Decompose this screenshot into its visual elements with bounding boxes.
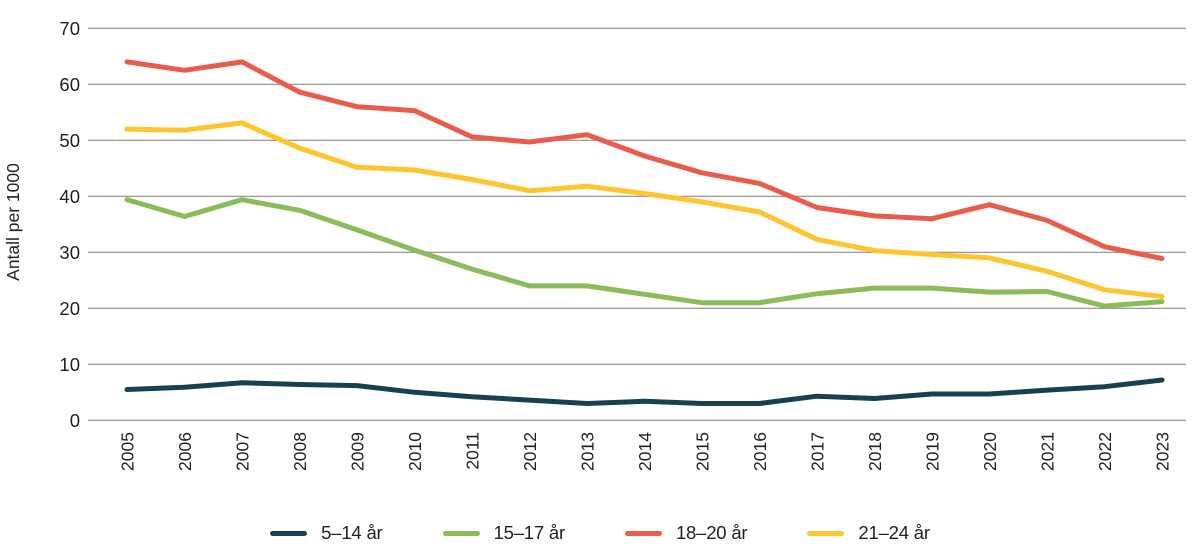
- x-tick-label: 2011: [463, 432, 483, 470]
- x-tick-label: 2013: [578, 432, 598, 471]
- x-tick-label: 2017: [808, 432, 828, 471]
- x-tick-label: 2008: [290, 432, 310, 471]
- series-line-1: [124, 197, 1165, 309]
- x-tick-label: 2021: [1038, 432, 1058, 471]
- series-line-0: [124, 377, 1165, 406]
- legend-swatch-icon: [624, 530, 662, 536]
- series-lines: [124, 59, 1165, 406]
- x-tick-label: 2020: [980, 432, 1000, 471]
- x-tick-label: 2005: [118, 432, 138, 471]
- series-line-3: [124, 120, 1165, 299]
- chart-legend: 5–14 år 15–17 år 18–20 år 21–24 år: [0, 508, 1200, 558]
- gridlines: [88, 27, 1186, 421]
- x-tick-label: 2012: [520, 432, 540, 471]
- x-tick-label: 2015: [693, 432, 713, 471]
- series-line-2: [124, 59, 1165, 261]
- x-tick-label: 2022: [1095, 432, 1115, 471]
- y-tick-label: 40: [59, 186, 80, 207]
- x-tick-label: 2007: [233, 432, 253, 471]
- y-tick-label: 20: [59, 298, 80, 319]
- legend-swatch-icon: [807, 530, 845, 536]
- y-axis-title: Antall per 1000: [3, 163, 23, 281]
- legend-item-0: 5–14 år: [270, 522, 383, 544]
- legend-label: 21–24 år: [858, 522, 930, 543]
- legend-label: 18–20 år: [675, 522, 748, 543]
- x-tick-label: 2016: [750, 432, 770, 471]
- x-tick-label: 2019: [923, 432, 943, 471]
- x-tick-label: 2009: [348, 432, 368, 471]
- legend-item-1: 15–17 år: [442, 522, 566, 544]
- y-tick-label: 10: [59, 354, 80, 375]
- x-tick-label: 2023: [1153, 432, 1173, 471]
- y-tick-label: 70: [59, 18, 80, 39]
- legend-label: 15–17 år: [493, 522, 566, 543]
- chart-canvas: 0 10 20 30 40 50 60 70 2005 2006 2007 2008 2009 2010…: [3, 18, 1186, 471]
- x-tick-label: 2018: [865, 432, 885, 471]
- x-axis-year-labels: 2005 2006 2007 2008 2009 2010 2011 2012 2013 2014…: [118, 432, 1173, 471]
- y-tick-label: 60: [59, 74, 80, 95]
- x-tick-label: 2006: [175, 432, 195, 471]
- y-tick-label: 30: [59, 242, 80, 263]
- x-tick-label: 2014: [635, 432, 655, 471]
- y-axis-tick-labels: 0 10 20 30 40 50 60 70: [59, 18, 80, 431]
- legend-swatch-icon: [270, 530, 308, 536]
- legend-item-2: 18–20 år: [624, 522, 748, 544]
- x-tick-label: 2010: [405, 432, 425, 471]
- legend-item-3: 21–24 år: [807, 522, 930, 544]
- legend-swatch-icon: [442, 530, 480, 536]
- y-tick-label: 50: [59, 130, 80, 151]
- legend-label: 5–14 år: [321, 522, 383, 543]
- y-tick-label: 0: [70, 410, 80, 431]
